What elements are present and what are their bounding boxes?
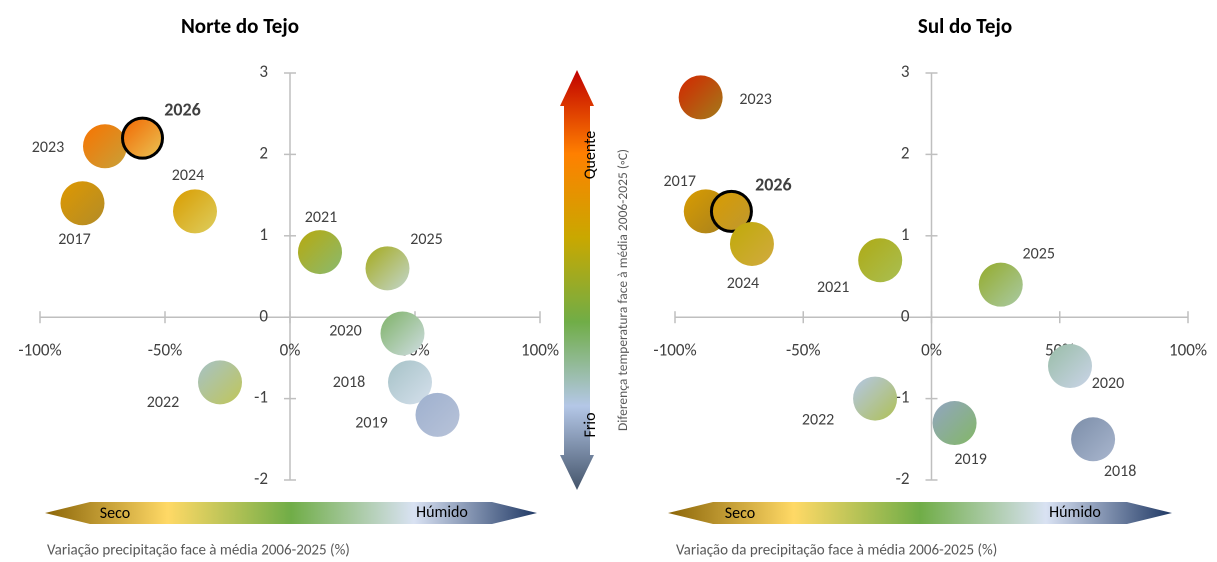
- point: [83, 124, 127, 169]
- y-tick-label: -1: [896, 387, 910, 408]
- y-colorbar-low: Frio: [581, 412, 600, 437]
- x-tick-label: -50%: [786, 339, 821, 360]
- y-tick-label: 0: [259, 305, 268, 326]
- point: [729, 221, 774, 266]
- y-colorbar-high: Quente: [581, 131, 600, 180]
- point-label: 2024: [172, 166, 204, 185]
- point: [853, 376, 898, 421]
- x-tick-label: 100%: [521, 339, 559, 360]
- point: [173, 189, 217, 234]
- point: [978, 262, 1023, 307]
- point-label: 2021: [817, 278, 849, 297]
- point-label: 2025: [1023, 244, 1055, 263]
- point-label: 2018: [1104, 462, 1136, 481]
- point-label: 2020: [329, 321, 361, 340]
- x-axis-label: Variação da precipitação face à média 20…: [676, 542, 997, 560]
- y-tick-label: 2: [259, 142, 268, 163]
- y-tick-label: 0: [901, 305, 910, 326]
- x-colorbar-low: Seco: [725, 504, 755, 523]
- y-tick-label: -2: [896, 468, 910, 489]
- point: [932, 401, 977, 446]
- x-tick-label: -100%: [18, 339, 61, 360]
- point-label: 2026: [164, 98, 201, 120]
- y-tick-label: -2: [254, 468, 268, 489]
- point-label: 2025: [410, 230, 442, 249]
- point: [198, 360, 242, 405]
- point: [678, 75, 723, 120]
- point: [365, 246, 410, 291]
- point-label: 2024: [727, 274, 759, 293]
- y-tick-label: 1: [259, 224, 268, 245]
- point-label: 2017: [664, 172, 696, 191]
- x-tick-label: -100%: [653, 339, 696, 360]
- point: [388, 360, 432, 405]
- point: [60, 181, 105, 226]
- point: [1048, 344, 1093, 389]
- point-label: 2026: [755, 174, 792, 196]
- x-colorbar-high: Húmido: [416, 503, 468, 522]
- point-label: 2023: [32, 138, 64, 157]
- point: [709, 189, 753, 233]
- y-tick-label: -1: [254, 387, 268, 408]
- point-label: 2019: [355, 414, 387, 433]
- y-tick-label: 3: [901, 61, 910, 82]
- point-label: 2018: [333, 373, 365, 392]
- point-label: 2021: [305, 208, 337, 227]
- point: [415, 392, 460, 437]
- x-tick-label: 100%: [1169, 339, 1207, 360]
- x-axis-label: Variação precipitação face à média 2006-…: [47, 542, 350, 560]
- x-tick-label: -50%: [148, 339, 183, 360]
- point: [380, 311, 425, 356]
- x-colorbar: [668, 502, 1172, 524]
- y-tick-label: 2: [901, 142, 910, 163]
- chart-title: Norte do Tejo: [181, 13, 299, 39]
- x-tick-label: 0%: [921, 339, 942, 360]
- point: [858, 238, 903, 283]
- x-colorbar-high: Húmido: [1049, 503, 1101, 522]
- point-label: 2022: [147, 393, 179, 412]
- point: [298, 230, 342, 275]
- point-label: 2019: [954, 450, 986, 469]
- x-colorbar: [45, 502, 537, 524]
- point-label: 2023: [739, 90, 771, 109]
- y-tick-label: 1: [901, 224, 910, 245]
- point-label: 2020: [1092, 374, 1124, 393]
- x-tick-label: 0%: [280, 339, 301, 360]
- y-colorbar: [560, 70, 594, 490]
- point: [121, 116, 164, 160]
- point-label: 2017: [58, 230, 90, 249]
- y-axis-label: Diferença temperatura face à média 2006-…: [614, 149, 631, 431]
- point-label: 2022: [802, 410, 834, 429]
- chart-title: Sul do Tejo: [918, 13, 1012, 39]
- y-tick-label: 3: [259, 61, 268, 82]
- point: [1071, 417, 1116, 462]
- x-colorbar-low: Seco: [100, 504, 130, 523]
